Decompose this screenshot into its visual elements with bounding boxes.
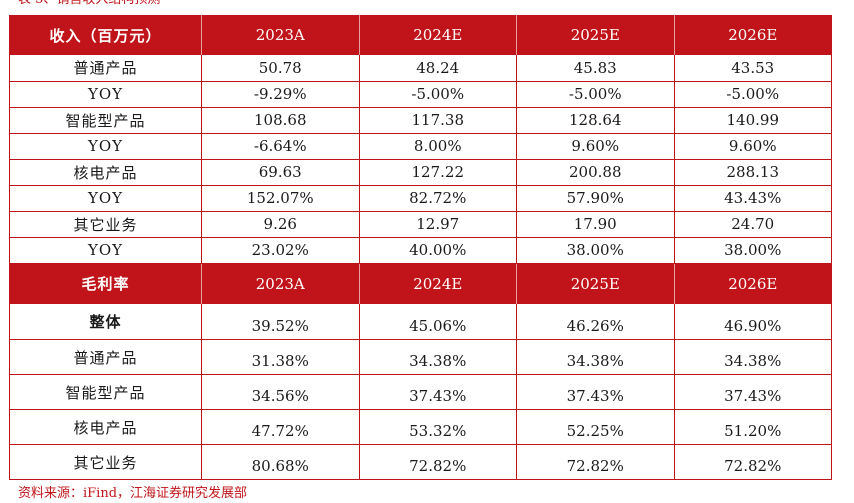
cell-value: 43.43% xyxy=(673,185,832,212)
table-row: YOY -9.29% -5.00% -5.00% -5.00% xyxy=(9,81,832,108)
cell-value: 46.26% xyxy=(516,304,675,340)
cell-value: -6.64% xyxy=(201,133,360,160)
cell-value: 37.43% xyxy=(673,374,832,410)
cell-value: 40.00% xyxy=(358,237,517,264)
cell-value: 34.38% xyxy=(358,339,517,375)
margin-header-row: 毛利率 2023A 2024E 2025E 2026E xyxy=(9,263,832,304)
table-caption: 表 5、销售收入结构预测 xyxy=(18,0,160,8)
row-label: 普通产品 xyxy=(9,55,202,82)
row-label: 其它业务 xyxy=(9,211,202,238)
cell-value: 72.82% xyxy=(358,444,517,480)
row-label: YOY xyxy=(9,81,202,108)
cell-value: 57.90% xyxy=(516,185,675,212)
cell-value: 38.00% xyxy=(673,237,832,264)
cell-value: -5.00% xyxy=(358,81,517,108)
row-label: 其它业务 xyxy=(9,444,202,480)
header-year: 2026E xyxy=(673,15,832,55)
margin-header-label: 毛利率 xyxy=(9,263,202,304)
cell-value: 43.53 xyxy=(673,55,832,82)
cell-value: 53.32% xyxy=(358,409,517,445)
cell-value: 39.52% xyxy=(201,304,360,340)
cell-value: 23.02% xyxy=(201,237,360,264)
cell-value: 48.24 xyxy=(358,55,517,82)
header-year: 2026E xyxy=(673,263,832,304)
cell-value: -5.00% xyxy=(673,81,832,108)
cell-value: 200.88 xyxy=(516,159,675,186)
row-label: 核电产品 xyxy=(9,409,202,445)
cell-value: 34.56% xyxy=(201,374,360,410)
header-year: 2023A xyxy=(201,263,360,304)
table-row: 普通产品 50.78 48.24 45.83 43.53 xyxy=(9,55,832,82)
cell-value: 34.38% xyxy=(516,339,675,375)
cell-value: 37.43% xyxy=(516,374,675,410)
header-year: 2025E xyxy=(516,263,675,304)
cell-value: 8.00% xyxy=(358,133,517,160)
row-label: YOY xyxy=(9,237,202,264)
cell-value: 288.13 xyxy=(673,159,832,186)
cell-value: -9.29% xyxy=(201,81,360,108)
cell-value: 72.82% xyxy=(516,444,675,480)
cell-value: 52.25% xyxy=(516,409,675,445)
cell-value: 127.22 xyxy=(358,159,517,186)
row-label: 核电产品 xyxy=(9,159,202,186)
cell-value: 9.26 xyxy=(201,211,360,238)
table-row: 智能型产品 108.68 117.38 128.64 140.99 xyxy=(9,107,832,134)
cell-value: 82.72% xyxy=(358,185,517,212)
cell-value: 108.68 xyxy=(201,107,360,134)
table-row: 其它业务 9.26 12.97 17.90 24.70 xyxy=(9,211,832,238)
cell-value: 9.60% xyxy=(516,133,675,160)
cell-value: 46.90% xyxy=(673,304,832,340)
cell-value: 34.38% xyxy=(673,339,832,375)
revenue-header-row: 收入（百万元） 2023A 2024E 2025E 2026E xyxy=(9,15,832,55)
table-row: 普通产品 31.38% 34.38% 34.38% 34.38% xyxy=(9,339,832,375)
cell-value: 38.00% xyxy=(516,237,675,264)
row-label: 智能型产品 xyxy=(9,107,202,134)
header-year: 2024E xyxy=(358,263,517,304)
cell-value: 72.82% xyxy=(673,444,832,480)
cell-value: 47.72% xyxy=(201,409,360,445)
cell-value: 128.64 xyxy=(516,107,675,134)
forecast-table: 收入（百万元） 2023A 2024E 2025E 2026E 普通产品 50.… xyxy=(9,15,832,480)
cell-value: 45.06% xyxy=(358,304,517,340)
cell-value: 51.20% xyxy=(673,409,832,445)
cell-value: 117.38 xyxy=(358,107,517,134)
cell-value: 80.68% xyxy=(201,444,360,480)
table-row: YOY 23.02% 40.00% 38.00% 38.00% xyxy=(9,237,832,264)
revenue-header-label: 收入（百万元） xyxy=(9,15,202,55)
row-label: 普通产品 xyxy=(9,339,202,375)
table-row: 整体 39.52% 45.06% 46.26% 46.90% xyxy=(9,304,832,340)
row-label: YOY xyxy=(9,133,202,160)
table-row: YOY -6.64% 8.00% 9.60% 9.60% xyxy=(9,133,832,160)
table-row: 核电产品 47.72% 53.32% 52.25% 51.20% xyxy=(9,409,832,445)
cell-value: 69.63 xyxy=(201,159,360,186)
cell-value: 50.78 xyxy=(201,55,360,82)
cell-value: 12.97 xyxy=(358,211,517,238)
table-row: 智能型产品 34.56% 37.43% 37.43% 37.43% xyxy=(9,374,832,410)
header-year: 2025E xyxy=(516,15,675,55)
header-year: 2023A xyxy=(201,15,360,55)
cell-value: 9.60% xyxy=(673,133,832,160)
row-label: YOY xyxy=(9,185,202,212)
cell-value: 45.83 xyxy=(516,55,675,82)
cell-value: 37.43% xyxy=(358,374,517,410)
table-row: 其它业务 80.68% 72.82% 72.82% 72.82% xyxy=(9,444,832,480)
table-row: 核电产品 69.63 127.22 200.88 288.13 xyxy=(9,159,832,186)
cell-value: 24.70 xyxy=(673,211,832,238)
cell-value: 17.90 xyxy=(516,211,675,238)
cell-value: 31.38% xyxy=(201,339,360,375)
row-label: 整体 xyxy=(9,304,202,340)
source-note: 资料来源：iFind，江海证券研究发展部 xyxy=(18,486,248,501)
row-label: 智能型产品 xyxy=(9,374,202,410)
table-row: YOY 152.07% 82.72% 57.90% 43.43% xyxy=(9,185,832,212)
cell-value: -5.00% xyxy=(516,81,675,108)
cell-value: 140.99 xyxy=(673,107,832,134)
header-year: 2024E xyxy=(358,15,517,55)
cell-value: 152.07% xyxy=(201,185,360,212)
